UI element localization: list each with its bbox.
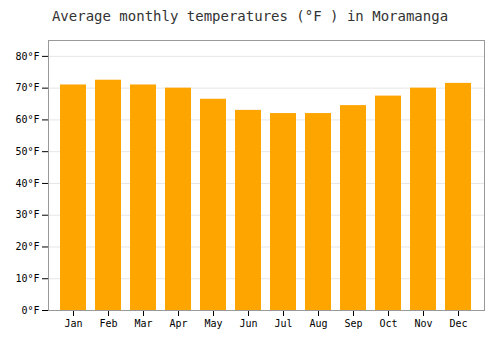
svg-text:Aug: Aug <box>309 318 327 329</box>
html-text:Average monthly temperatures (: Average monthly temperatures (°F ) in Mo… <box>51 8 449 24</box>
svg-text:Apr: Apr <box>169 318 187 329</box>
svg-text:May: May <box>204 318 222 329</box>
svg-text:70°F: 70°F <box>15 82 39 93</box>
svg-text:Oct: Oct <box>379 318 397 329</box>
svg-text:Jan: Jan <box>64 318 82 329</box>
svg-text:30°F: 30°F <box>15 209 39 220</box>
svg-text:Sep: Sep <box>344 318 362 329</box>
svg-text:50°F: 50°F <box>15 146 39 157</box>
svg-text:40°F: 40°F <box>15 178 39 189</box>
svg-text:Feb: Feb <box>99 318 117 329</box>
svg-text:20°F: 20°F <box>15 241 39 252</box>
svg-text:80°F: 80°F <box>15 51 39 62</box>
svg-text:Jul: Jul <box>274 318 292 329</box>
svg-text:10°F: 10°F <box>15 273 39 284</box>
svg-text:Nov: Nov <box>414 318 432 329</box>
svg-text:0°F: 0°F <box>21 305 39 316</box>
svg-text:60°F: 60°F <box>15 114 39 125</box>
svg-text:Jun: Jun <box>239 318 257 329</box>
svg-text:Dec: Dec <box>449 318 467 329</box>
svg-text:Mar: Mar <box>134 318 152 329</box>
